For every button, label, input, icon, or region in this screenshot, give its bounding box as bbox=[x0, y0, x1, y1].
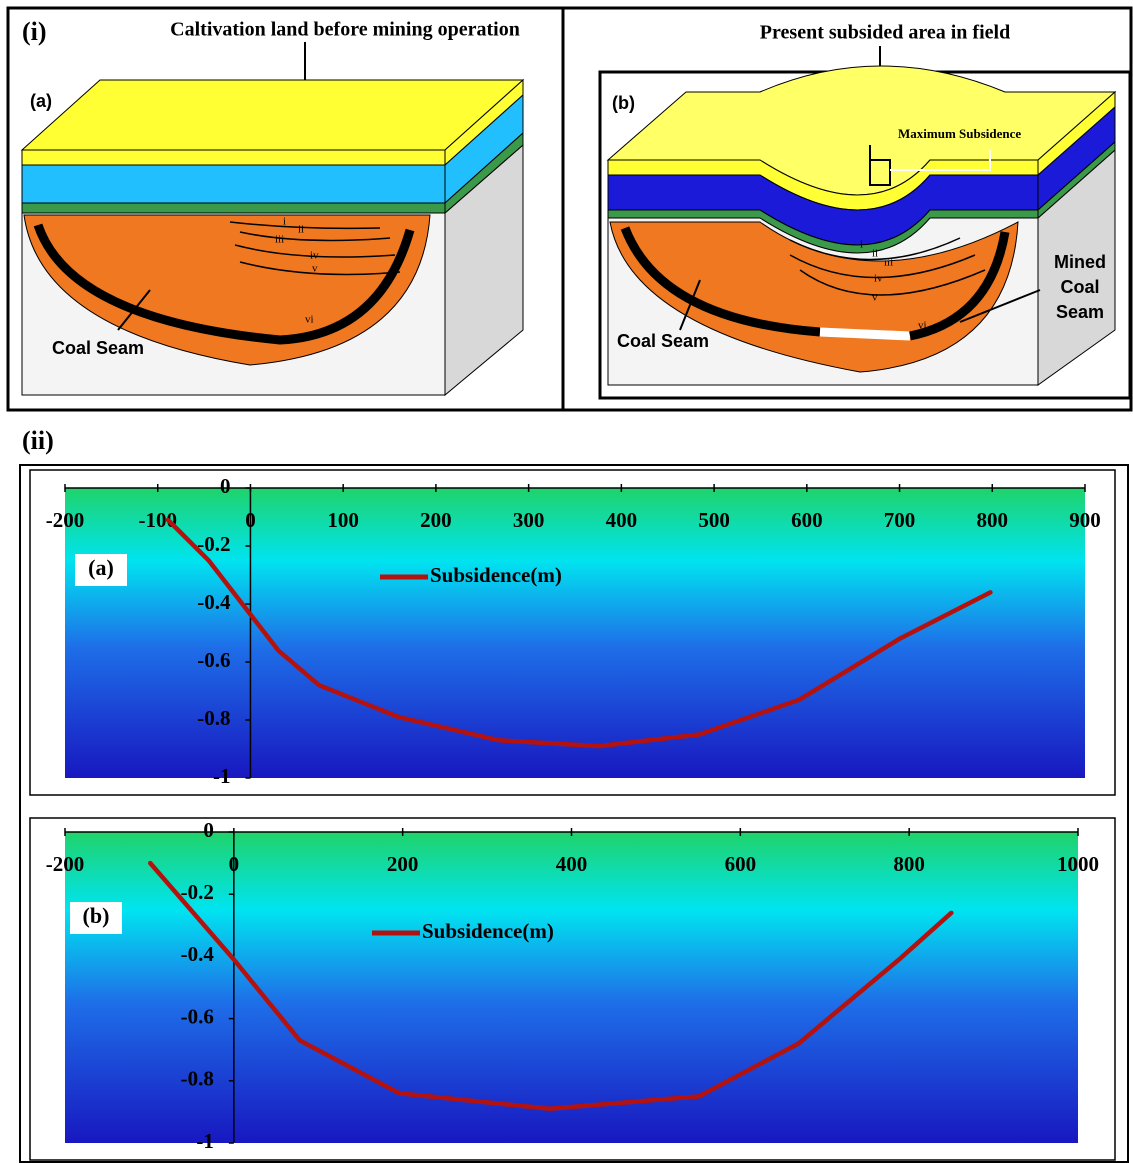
x-tick-label: 0 bbox=[245, 508, 256, 532]
layer-label: vi bbox=[918, 320, 927, 332]
x-tick-label: 1000 bbox=[1057, 852, 1099, 876]
x-tick-label: 900 bbox=[1069, 508, 1101, 532]
y-tick-label: -0.4 bbox=[197, 590, 231, 614]
max-subsidence-label: Maximum Subsidence bbox=[898, 126, 1021, 141]
layer-label: iii bbox=[275, 234, 284, 246]
x-tick-label: -200 bbox=[46, 852, 85, 876]
legend-label: Subsidence(m) bbox=[422, 919, 554, 943]
mined-coal-label: Mined bbox=[1054, 252, 1106, 272]
x-tick-label: 200 bbox=[387, 852, 419, 876]
x-tick-label: 600 bbox=[791, 508, 823, 532]
x-tick-label: 500 bbox=[698, 508, 730, 532]
y-tick-label: -1 bbox=[196, 1129, 214, 1153]
x-tick-label: 300 bbox=[513, 508, 545, 532]
legend-label: Subsidence(m) bbox=[430, 563, 562, 587]
y-tick-label: -0.8 bbox=[181, 1067, 214, 1091]
layer-label: i bbox=[860, 239, 863, 251]
x-tick-label: 800 bbox=[977, 508, 1009, 532]
layer-label: iv bbox=[310, 250, 319, 262]
diagram-title: Caltivation land before mining operation bbox=[170, 19, 520, 41]
x-tick-label: -100 bbox=[138, 508, 177, 532]
x-tick-label: 700 bbox=[884, 508, 916, 532]
y-tick-label: -1 bbox=[213, 764, 231, 788]
diagram-label: (a) bbox=[30, 91, 52, 111]
x-tick-label: 600 bbox=[725, 852, 757, 876]
layer-label: iv bbox=[874, 273, 883, 285]
x-tick-label: 0 bbox=[229, 852, 240, 876]
x-tick-label: 800 bbox=[893, 852, 925, 876]
panel-label: (ii) bbox=[22, 426, 54, 455]
x-tick-label: 400 bbox=[606, 508, 638, 532]
x-tick-label: -200 bbox=[46, 508, 85, 532]
layer-label: v bbox=[872, 292, 878, 304]
coal-seam-label: Coal Seam bbox=[52, 338, 144, 358]
layer-label: i bbox=[283, 216, 286, 228]
layer-label: vi bbox=[305, 314, 314, 326]
diagram-label: (b) bbox=[612, 93, 635, 113]
y-tick-label: 0 bbox=[203, 818, 214, 842]
layer-label: v bbox=[312, 263, 318, 275]
x-tick-label: 400 bbox=[556, 852, 588, 876]
y-tick-label: 0 bbox=[220, 474, 231, 498]
figure: (i) Caltivation land before mining opera… bbox=[0, 0, 1133, 1163]
y-tick-label: -0.8 bbox=[197, 706, 230, 730]
mined-coal-label: Coal bbox=[1060, 277, 1099, 297]
y-tick-label: -0.6 bbox=[181, 1004, 214, 1028]
panel-label: (i) bbox=[22, 17, 47, 46]
plot-area bbox=[65, 832, 1078, 1143]
layer-label: iii bbox=[884, 257, 893, 269]
chart-label: (b) bbox=[83, 903, 110, 928]
layer-label: ii bbox=[298, 224, 304, 236]
mined-coal-label: Seam bbox=[1056, 302, 1104, 322]
layer-label: ii bbox=[872, 248, 878, 260]
chart-label: (a) bbox=[88, 555, 114, 580]
x-tick-label: 200 bbox=[420, 508, 452, 532]
diagram-title: Present subsided area in field bbox=[760, 22, 1010, 44]
x-tick-label: 100 bbox=[327, 508, 359, 532]
y-tick-label: -0.6 bbox=[197, 648, 230, 672]
y-tick-label: -0.4 bbox=[181, 942, 215, 966]
coal-seam-label: Coal Seam bbox=[617, 331, 709, 351]
